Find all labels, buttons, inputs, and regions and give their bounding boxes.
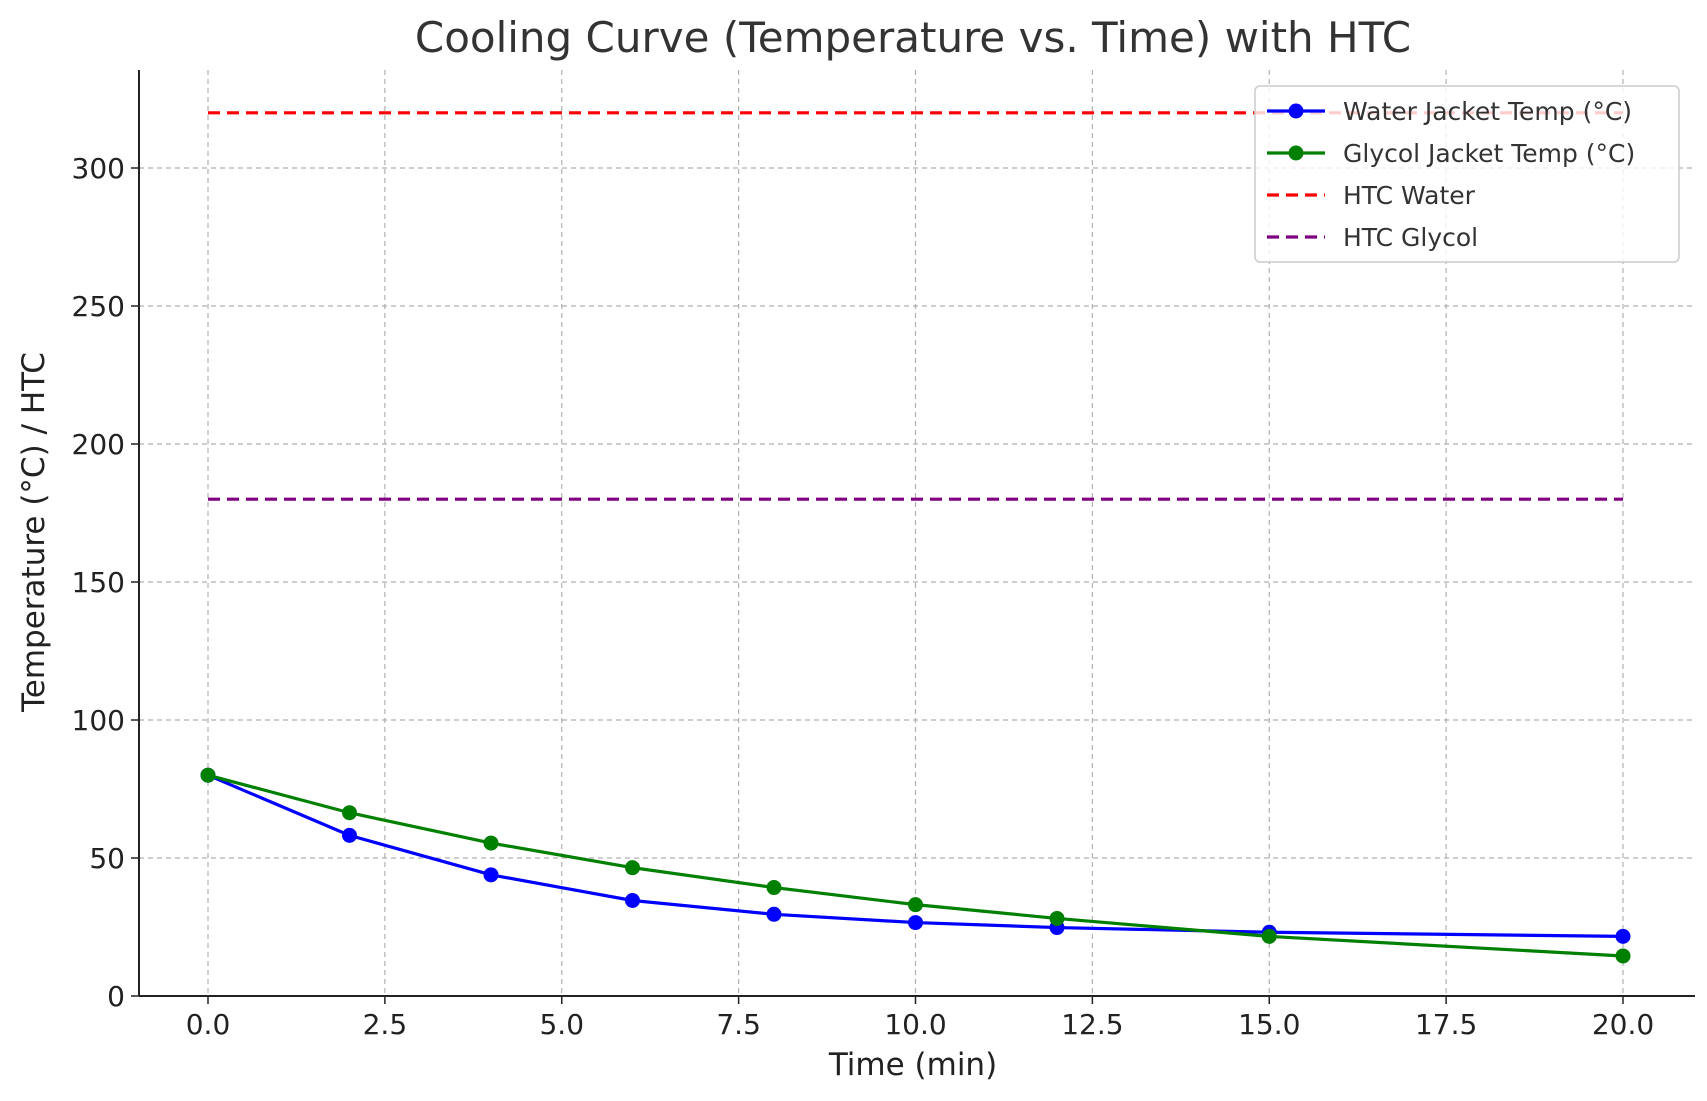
x-tick-label: 0.0 (186, 1008, 231, 1041)
data-point (766, 906, 782, 922)
data-point (342, 827, 357, 843)
y-axis-label: Temperature (°C) / HTC (16, 352, 52, 713)
data-point (200, 767, 216, 783)
x-tick-label: 12.5 (1061, 1008, 1123, 1041)
y-tick-label: 50 (89, 842, 125, 875)
legend-label: Glycol Jacket Temp (°C) (1343, 139, 1635, 168)
legend: Water Jacket Temp (°C) Glycol Jacket Temp… (1254, 85, 1680, 263)
data-point (1261, 928, 1277, 944)
y-tick-label: 200 (72, 428, 125, 461)
y-tick-label: 150 (72, 566, 125, 599)
x-tick-label: 5.0 (539, 1008, 584, 1041)
x-axis-label: Time (min) (828, 1047, 997, 1083)
legend-box (1254, 85, 1680, 263)
x-tick-label: 10.0 (884, 1008, 946, 1041)
data-point (908, 915, 923, 931)
tick-labels: 0.0 2.5 5.0 7.5 10.0 12.5 15.0 17.5 20.0 0 50 100 15… (72, 152, 1655, 1041)
legend-label: HTC Glycol (1343, 223, 1478, 252)
plot-series (200, 111, 1631, 964)
data-point (1049, 910, 1065, 926)
legend-label: HTC Water (1343, 181, 1476, 210)
y-tick-label: 100 (72, 704, 125, 737)
y-tick-label: 0 (107, 980, 125, 1013)
axes (131, 70, 1695, 1004)
data-point (1615, 948, 1631, 964)
chart-title: Cooling Curve (Temperature vs. Time) wit… (415, 13, 1411, 62)
data-point (483, 835, 499, 851)
data-point (1615, 928, 1631, 944)
data-point (483, 867, 499, 883)
data-point (766, 880, 782, 896)
x-tick-label: 20.0 (1592, 1008, 1654, 1041)
x-tick-label: 17.5 (1415, 1008, 1477, 1041)
data-point (625, 860, 640, 876)
y-tick-label: 300 (72, 152, 125, 185)
x-tick-label: 2.5 (363, 1008, 408, 1041)
legend-label: Water Jacket Temp (°C) (1343, 97, 1632, 126)
legend-marker (1288, 103, 1304, 119)
x-tick-label: 7.5 (716, 1008, 761, 1041)
data-point (908, 897, 923, 913)
data-point (625, 893, 640, 909)
x-tick-label: 15.0 (1238, 1008, 1300, 1041)
data-point (342, 805, 357, 821)
legend-marker (1288, 145, 1304, 161)
y-tick-label: 250 (72, 290, 125, 323)
